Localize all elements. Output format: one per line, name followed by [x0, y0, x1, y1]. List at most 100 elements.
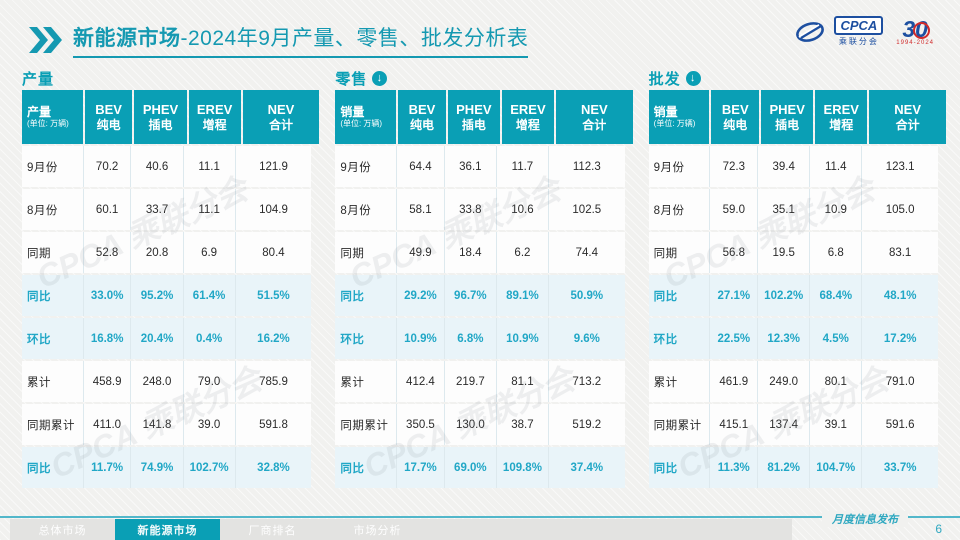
table-row: 同期 52.8 20.8 6.9 80.4 [22, 232, 312, 273]
cell-value: 60.1 [82, 189, 131, 230]
footer-accent-line [0, 516, 960, 518]
cell-value: 10.9% [495, 318, 548, 359]
row-header-label: 销量 [340, 105, 365, 119]
row-label: 9月份 [27, 161, 58, 174]
row-label: 9月份 [653, 161, 685, 174]
cell-value: 79.0 [182, 361, 235, 402]
cell-value: 12.3% [757, 318, 809, 359]
table-row: 累计 461.9 249.0 80.1 791.0 [648, 361, 938, 402]
cell-value: 37.4% [547, 447, 625, 488]
cell-value: 6.9 [182, 232, 235, 273]
cell-value: 81.2% [757, 447, 809, 488]
cell-value: 6.8% [443, 318, 496, 359]
cell-value: 69.0% [443, 447, 496, 488]
table-row: 环比 10.9% 6.8% 10.9% 9.6% [335, 318, 625, 359]
cell-value: 19.5 [757, 232, 809, 273]
tab-nev-market[interactable]: 新能源市场 [115, 519, 220, 540]
table-row: 同比 33.0% 95.2% 61.4% 51.5% [22, 275, 312, 316]
row-label: 同期 [653, 247, 678, 260]
cell-value: 81.1 [495, 361, 548, 402]
cell-value: 50.9% [547, 275, 625, 316]
table-row: 累计 458.9 248.0 79.0 785.9 [22, 361, 312, 402]
publish-label: 月度信息发布 [822, 511, 908, 527]
table-row: 同比 11.7% 74.9% 102.7% 32.8% [22, 447, 312, 488]
cell-value: 415.1 [709, 404, 757, 445]
cell-value: 59.0 [709, 189, 757, 230]
page-title-bold: 新能源市场 [73, 27, 181, 50]
table-row: 同期 49.9 18.4 6.2 74.4 [335, 232, 625, 273]
table-row: 环比 16.8% 20.4% 0.4% 16.2% [22, 318, 312, 359]
row-header-label: 销量 [653, 105, 678, 119]
row-label: 累计 [653, 376, 678, 389]
cell-value: 33.7% [861, 447, 938, 488]
cell-value: 61.4% [182, 275, 235, 316]
cell-value: 141.8 [130, 404, 182, 445]
anniversary-logo: 30 1994-2024 [896, 17, 934, 46]
cell-value: 52.8 [82, 232, 131, 273]
cell-value: 10.9 [809, 189, 861, 230]
column-header: NEV 合计 [869, 90, 946, 144]
section-production-label: 产量 [22, 70, 55, 88]
row-label: 累计 [340, 376, 365, 389]
cell-value: 123.1 [861, 146, 938, 187]
cell-value: 104.7% [809, 447, 861, 488]
tables-area: 产量 产量 (单位: 万辆) BEV 纯电 PHEV 插电 EREV 增程 NEV 合计 9月… [22, 68, 946, 488]
page-number: 6 [935, 522, 942, 536]
cell-value: 74.9% [130, 447, 182, 488]
table-row: 同期累计 415.1 137.4 39.1 591.6 [648, 404, 938, 445]
cell-value: 51.5% [234, 275, 312, 316]
cell-value: 219.7 [443, 361, 496, 402]
column-header: EREV 增程 [815, 90, 868, 144]
cell-value: 80.1 [809, 361, 861, 402]
cell-value: 9.6% [547, 318, 625, 359]
cell-value: 11.7 [495, 146, 548, 187]
column-header: EREV 增程 [501, 90, 554, 144]
cell-value: 95.2% [130, 275, 182, 316]
cell-value: 89.1% [495, 275, 548, 316]
cell-value: 591.6 [861, 404, 938, 445]
cell-value: 109.8% [495, 447, 548, 488]
cell-value: 17.2% [861, 318, 938, 359]
cell-value: 11.1 [182, 189, 235, 230]
table-row: 同期累计 350.5 130.0 38.7 519.2 [335, 404, 625, 445]
cell-value: 102.2% [757, 275, 809, 316]
section-wholesale-label: 批发 [648, 70, 681, 88]
cell-value: 70.2 [82, 146, 131, 187]
cell-value: 458.9 [82, 361, 131, 402]
cell-value: 10.6 [495, 189, 548, 230]
row-header-label: 产量 [27, 105, 52, 119]
table-row: 同比 29.2% 96.7% 89.1% 50.9% [335, 275, 625, 316]
column-header: PHEV 插电 [447, 90, 500, 144]
circle-down-arrow-icon: ↓ [685, 70, 701, 86]
row-label: 同期累计 [653, 419, 702, 432]
cell-value: 16.8% [82, 318, 131, 359]
tab-market-analysis[interactable]: 市场分析 [353, 524, 402, 537]
cell-value: 83.1 [861, 232, 938, 273]
cell-value: 591.8 [234, 404, 312, 445]
cell-value: 74.4 [547, 232, 625, 273]
cell-value: 33.8 [443, 189, 496, 230]
cell-value: 32.8% [234, 447, 312, 488]
cell-value: 112.3 [547, 146, 625, 187]
retail-table: 零售 ↓ 销量 (单位: 万辆) BEV 纯电 PHEV 插电 EREV 增程 NEV 合计 … [335, 68, 633, 488]
cell-value: 0.4% [182, 318, 235, 359]
row-label: 同期累计 [27, 419, 75, 432]
column-header: NEV 合计 [555, 90, 633, 144]
column-header: BEV 纯电 [84, 90, 133, 144]
cell-value: 38.7 [495, 404, 548, 445]
cell-value: 350.5 [396, 404, 444, 445]
row-label: 8月份 [340, 204, 372, 217]
cell-value: 36.1 [443, 146, 496, 187]
cell-value: 249.0 [757, 361, 809, 402]
cell-value: 104.9 [234, 189, 312, 230]
cell-value: 20.8 [130, 232, 182, 273]
cell-value: 11.4 [809, 146, 861, 187]
row-label: 同期累计 [340, 419, 389, 432]
cell-value: 49.9 [396, 232, 444, 273]
section-wholesale: 批发 ↓ [649, 68, 938, 88]
cell-value: 11.1 [182, 146, 235, 187]
cell-value: 48.1% [861, 275, 938, 316]
tab-overall-market[interactable]: 总体市场 [38, 524, 87, 537]
footer-tabbar: 总体市场 新能源市场 厂商排名 市场分析 [10, 519, 792, 540]
tab-oem-ranking[interactable]: 厂商排名 [248, 524, 297, 537]
